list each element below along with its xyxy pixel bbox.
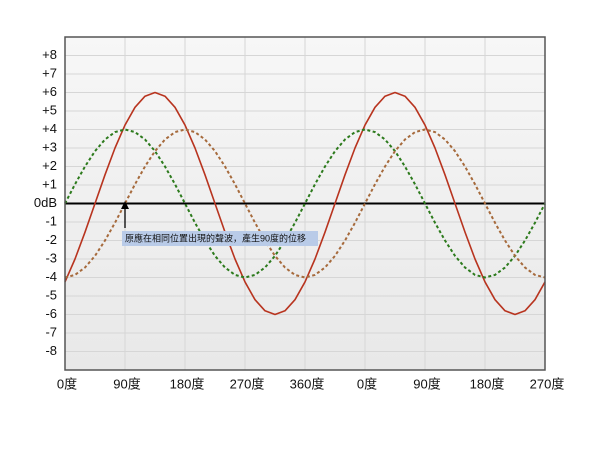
y-tick-label: +6 — [42, 84, 57, 99]
y-tick-label: -1 — [45, 213, 57, 228]
x-tick-label: 180度 — [470, 376, 505, 391]
y-tick-label: +8 — [42, 47, 57, 62]
y-tick-label: -3 — [45, 250, 57, 265]
plot-frame — [64, 36, 546, 371]
x-tick-label: 270度 — [530, 376, 565, 391]
lines — [64, 91, 546, 316]
y-tick-label: 0dB — [34, 195, 57, 210]
y-tick-label: -2 — [45, 232, 57, 247]
y-tick-label: +4 — [42, 121, 57, 136]
y-tick-label: -5 — [45, 287, 57, 302]
y-tick-label: +7 — [42, 65, 57, 80]
y-tick-label: +3 — [42, 139, 57, 154]
x-tick-label: 270度 — [230, 376, 265, 391]
series-line — [64, 128, 546, 279]
y-tick-label: +2 — [42, 158, 57, 173]
series-line — [64, 91, 546, 316]
annotation-box — [122, 231, 318, 246]
y-tick-label: -4 — [45, 269, 57, 284]
y-tick-label: -6 — [45, 306, 57, 321]
y-tick-label: +5 — [42, 102, 57, 117]
x-tick-label: 0度 — [57, 376, 77, 391]
x-tick-label: 360度 — [290, 376, 325, 391]
annotation: 原應在相同位置出現的聲波，產生90度的位移 — [125, 232, 306, 243]
x-tick-label: 90度 — [413, 376, 440, 391]
annotation-group: 原應在相同位置出現的聲波，產生90度的位移 — [121, 201, 318, 246]
y-tick-label: -7 — [45, 324, 57, 339]
x-tick-label: 90度 — [113, 376, 140, 391]
y-tick-label: +1 — [42, 176, 57, 191]
x-tick-label: 0度 — [357, 376, 377, 391]
arrow-head — [121, 201, 129, 209]
y-tick-label: -8 — [45, 343, 57, 358]
x-tick-label: 180度 — [170, 376, 205, 391]
